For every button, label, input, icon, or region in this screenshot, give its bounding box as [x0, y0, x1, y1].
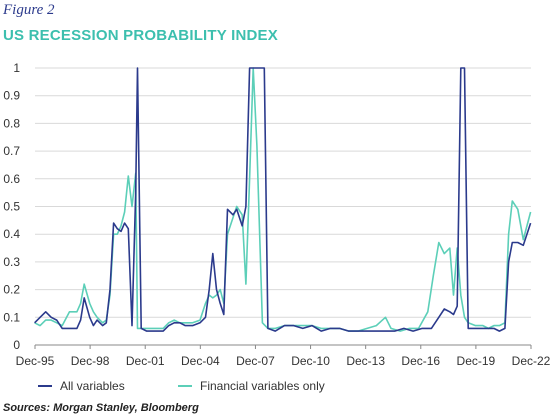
x-tick-label: Dec-13 — [346, 354, 385, 368]
y-tick-label: 0.5 — [3, 200, 20, 214]
y-tick-label: 0.9 — [3, 89, 20, 103]
x-tick-label: Dec-10 — [291, 354, 330, 368]
x-tick-label: Dec-19 — [457, 354, 496, 368]
x-tick-label: Dec-22 — [512, 354, 551, 368]
y-tick-label: 0.4 — [3, 227, 20, 241]
legend-label: All variables — [60, 379, 125, 393]
y-tick-label: 0.1 — [3, 310, 20, 324]
y-tick-label: 0.8 — [3, 116, 20, 130]
x-tick-label: Dec-01 — [126, 354, 165, 368]
legend-label: Financial variables only — [200, 379, 325, 393]
source-note: Sources: Morgan Stanley, Bloomberg — [3, 402, 199, 414]
y-axis-ticks: 0 0.1 0.2 0.3 0.4 0.5 0.6 0.7 0.8 0.9 1 — [3, 61, 20, 352]
x-tick-label: Dec-16 — [401, 354, 440, 368]
series-line-all-variables — [34, 67, 532, 332]
y-tick-label: 0.2 — [3, 283, 20, 297]
y-tick-label: 0 — [13, 338, 20, 352]
x-tick-label: Dec-07 — [236, 354, 275, 368]
x-tick-label: Dec-04 — [181, 354, 220, 368]
x-tick-label: Dec-98 — [71, 354, 110, 368]
x-tick-label: Dec-95 — [16, 354, 55, 368]
y-tick-label: 0.7 — [3, 144, 20, 158]
legend: All variables Financial variables only — [38, 379, 325, 393]
series-lines — [34, 67, 532, 332]
y-tick-label: 1 — [13, 61, 20, 75]
x-axis-ticks: Dec-95 Dec-98 Dec-01 Dec-04 Dec-07 Dec-10 Dec-… — [16, 345, 551, 368]
y-tick-label: 0.3 — [3, 255, 20, 269]
gridlines — [35, 67, 531, 346]
figure-label: Figure 2 — [3, 2, 55, 18]
chart-title: US RECESSION PROBABILITY INDEX — [3, 27, 278, 44]
y-tick-label: 0.6 — [3, 172, 20, 186]
